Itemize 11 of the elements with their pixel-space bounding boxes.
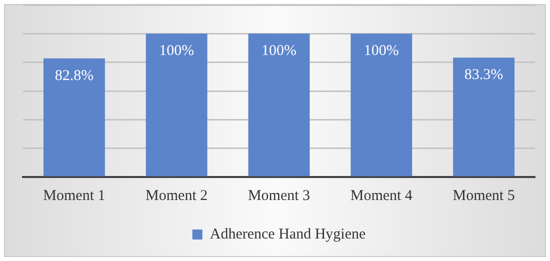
- x-tick-label: Moment 2: [146, 188, 208, 204]
- data-label: 100%: [262, 43, 296, 60]
- legend-label: Adherence Hand Hygiene: [210, 226, 366, 242]
- x-tick-label: Moment 1: [43, 188, 106, 204]
- data-label: 100%: [159, 43, 194, 60]
- data-label: 83.3%: [464, 67, 504, 84]
- x-tick-label: Moment 5: [452, 188, 515, 204]
- x-tick-label: Moment 4: [350, 188, 413, 204]
- data-label: 100%: [364, 43, 399, 60]
- x-tick-label: Moment 3: [248, 188, 310, 204]
- data-label: 82.8%: [54, 68, 94, 84]
